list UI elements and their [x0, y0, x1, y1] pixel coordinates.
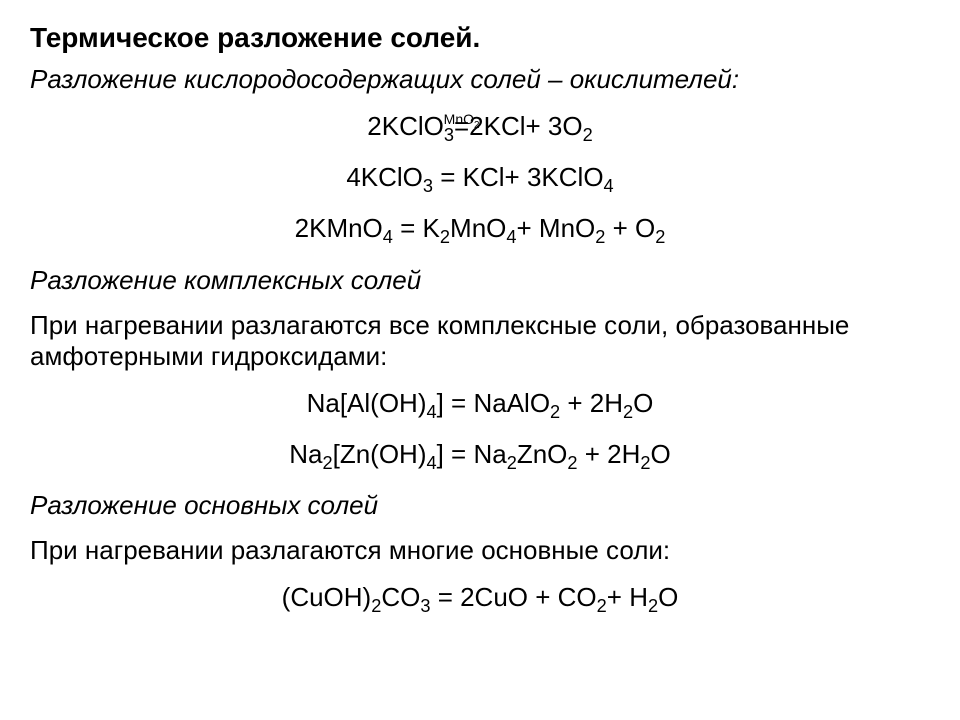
- eq3-c: MnO: [450, 213, 506, 243]
- eq3-sub1: 4: [383, 228, 393, 248]
- page-title: Термическое разложение солей.: [30, 22, 930, 54]
- equation-3: 2KMnO4 = K2MnO4+ MnO2 + O2: [30, 213, 930, 248]
- eq3-e: + O: [605, 213, 655, 243]
- document-page: Термическое разложение солей. Разложение…: [0, 0, 960, 617]
- eq1-catalyst: MnO2: [444, 111, 480, 131]
- eq3-sub2: 2: [440, 228, 450, 248]
- eq6-sub1: 2: [371, 596, 381, 616]
- eq5-sub2: 4: [426, 453, 436, 473]
- eq5-sub5: 2: [640, 453, 650, 473]
- eq6-sub2: 3: [420, 596, 430, 616]
- eq4-d: O: [633, 388, 653, 418]
- eq4-sub1: 4: [426, 402, 436, 422]
- eq3-b: = K: [393, 213, 440, 243]
- eq2-mid: = KCl+ 3KClO: [433, 162, 604, 192]
- eq6-e: O: [658, 582, 678, 612]
- equation-1: 2KClO3MnO2 = 2KCl+ 3O2: [30, 111, 930, 146]
- eq3-d: + MnO: [517, 213, 596, 243]
- eq5-sub3: 2: [507, 453, 517, 473]
- eq6-sub4: 2: [648, 596, 658, 616]
- eq3-sub5: 2: [655, 228, 665, 248]
- eq1-over-text: MnO: [444, 111, 474, 127]
- section2-body: При нагревании разлагаются все комплексн…: [30, 310, 930, 372]
- eq4-sub2: 2: [550, 402, 560, 422]
- section3-body: При нагревании разлагаются многие основн…: [30, 535, 930, 566]
- eq2-sub2: 4: [604, 176, 614, 196]
- eq1-over-sub: 2: [474, 120, 479, 131]
- section3-heading: Разложение основных солей: [30, 490, 930, 521]
- eq5-c: ] = Na: [437, 439, 507, 469]
- equation-5: Na2[Zn(OH)4] = Na2ZnO2 + 2H2O: [30, 439, 930, 474]
- eq1-overlay: MnO2 =: [454, 111, 469, 142]
- eq2-sub1: 3: [423, 176, 433, 196]
- eq6-c: = 2CuO + CO: [430, 582, 596, 612]
- eq5-e: + 2H: [578, 439, 641, 469]
- eq5-b: [Zn(OH): [333, 439, 427, 469]
- equation-6: (CuOH)2CO3 = 2CuO + CO2+ H2O: [30, 582, 930, 617]
- eq5-sub4: 2: [567, 453, 577, 473]
- eq1-right: 2KCl+ 3O: [469, 111, 582, 141]
- eq6-b: CO: [381, 582, 420, 612]
- eq5-sub1: 2: [322, 453, 332, 473]
- eq3-sub4: 2: [595, 228, 605, 248]
- eq1-sub2: 2: [583, 125, 593, 145]
- eq6-sub3: 2: [597, 596, 607, 616]
- section1-heading: Разложение кислородосодержащих солей – о…: [30, 64, 930, 95]
- equation-4: Na[Al(OH)4] = NaAlO2 + 2H2O: [30, 388, 930, 423]
- eq3-sub3: 4: [506, 228, 516, 248]
- eq4-b: ] = NaAlO: [437, 388, 550, 418]
- eq5-d: ZnO: [517, 439, 568, 469]
- eq2-a: 4KClO: [346, 162, 423, 192]
- equation-2: 4KClO3 = KCl+ 3KClO4: [30, 162, 930, 197]
- eq6-d: + H: [607, 582, 648, 612]
- eq6-a: (CuOH): [282, 582, 372, 612]
- eq4-sub3: 2: [623, 402, 633, 422]
- eq4-a: Na[Al(OH): [307, 388, 427, 418]
- eq3-a: 2KMnO: [295, 213, 383, 243]
- section2-heading: Разложение комплексных солей: [30, 265, 930, 296]
- eq5-a: Na: [289, 439, 322, 469]
- eq1-left: 2KClO: [367, 111, 444, 141]
- eq4-c: + 2H: [560, 388, 623, 418]
- eq5-f: O: [651, 439, 671, 469]
